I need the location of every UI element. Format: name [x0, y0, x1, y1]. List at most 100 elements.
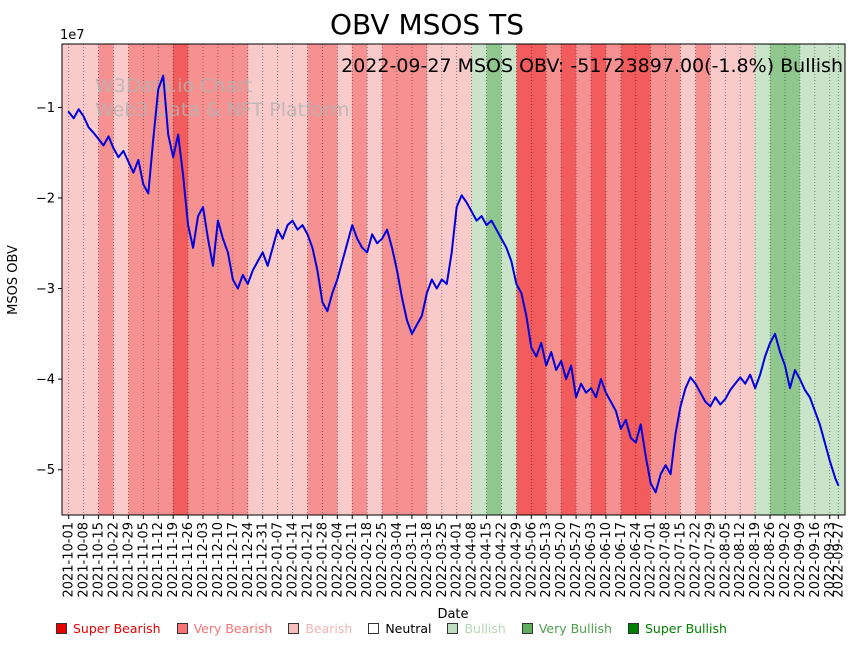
- sentiment-band-bearish: [441, 44, 457, 515]
- watermark-line1: W3Data.io Chart: [95, 75, 252, 97]
- x-tick-label: 2022-01-28: [315, 522, 330, 598]
- sentiment-bands: [62, 44, 845, 515]
- sentiment-band-very_bearish: [158, 44, 174, 515]
- x-tick-label: 2022-02-18: [360, 522, 375, 598]
- x-tick-label: 2022-04-22: [494, 522, 509, 598]
- x-tick-label: 2022-05-20: [554, 522, 569, 598]
- x-tick-label: 2021-12-24: [241, 522, 256, 598]
- x-tick-label: 2022-04-08: [465, 522, 480, 598]
- x-tick-label: 2022-09-09: [793, 522, 808, 598]
- x-tick-label: 2022-07-01: [644, 522, 659, 598]
- sentiment-band-bearish: [456, 44, 472, 515]
- x-tick-label: 2022-07-08: [659, 522, 674, 598]
- sentiment-band-very_bearish: [650, 44, 666, 515]
- x-tick-label: 2022-09-23: [823, 522, 838, 598]
- sentiment-band-bullish: [471, 44, 487, 515]
- x-tick-label: 2022-03-18: [420, 522, 435, 598]
- x-tick-label: 2022-05-06: [524, 522, 539, 598]
- legend-label-neutral: Neutral: [385, 621, 432, 636]
- x-tick-label: 2022-03-11: [405, 522, 420, 598]
- x-tick-label: 2022-09-27: [831, 522, 846, 598]
- sentiment-band-very_bearish: [546, 44, 562, 515]
- sentiment-band-very_bearish: [217, 44, 233, 515]
- sentiment-band-bearish: [725, 44, 741, 515]
- legend-label-super-bearish: Super Bearish: [73, 621, 161, 636]
- legend-item-very-bullish: Very Bullish: [521, 621, 612, 636]
- sentiment-band-super_bearish: [561, 44, 577, 515]
- sentiment-band-super_bearish: [591, 44, 606, 515]
- sentiment-band-super_bearish: [173, 44, 189, 515]
- sentiment-band-bearish: [740, 44, 756, 515]
- x-tick-label: 2022-06-17: [614, 522, 629, 598]
- very-bullish-swatch: [521, 623, 533, 634]
- y-tick-label: −3: [36, 282, 55, 297]
- legend-label-bullish: Bullish: [464, 621, 506, 636]
- obv-line: [67, 74, 840, 494]
- legend-item-very-bearish: Very Bearish: [176, 621, 273, 636]
- x-tick-label: 2022-03-25: [435, 522, 450, 598]
- x-tick-label: 2021-11-12: [151, 522, 166, 598]
- last-point-annotation: 2022-09-27 MSOS OBV: -51723897.00(-1.8%)…: [341, 55, 843, 77]
- sentiment-band-bullish: [755, 44, 771, 515]
- bearish-swatch: [288, 623, 300, 634]
- neutral-swatch: [368, 623, 380, 634]
- sentiment-band-very_bearish: [695, 44, 711, 515]
- watermark-line2: Web3 Data & NFT Platform: [95, 99, 349, 121]
- x-tick-label: 2021-12-10: [211, 522, 226, 598]
- x-tick-label: 2022-04-01: [450, 522, 465, 598]
- sentiment-band-very_bullish: [770, 44, 785, 515]
- sentiment-band-very_bearish: [352, 44, 368, 515]
- legend: Super Bearish Very Bearish Bearish Neutr…: [56, 621, 727, 636]
- x-tick-label: 2022-05-27: [569, 522, 584, 598]
- x-tick-label: 2022-08-12: [733, 522, 748, 598]
- x-tick-label: 2022-02-25: [375, 522, 390, 598]
- sentiment-band-bearish: [262, 44, 278, 515]
- legend-item-bearish: Bearish: [288, 621, 352, 636]
- x-tick-label: 2021-12-03: [196, 522, 211, 598]
- x-tick-label: 2021-10-01: [62, 522, 77, 598]
- sentiment-band-bullish: [501, 44, 517, 515]
- sentiment-band-very_bearish: [203, 44, 218, 515]
- legend-label-very-bearish: Very Bearish: [193, 621, 273, 636]
- sentiment-band-very_bearish: [382, 44, 398, 515]
- sentiment-band-very_bearish: [143, 44, 159, 515]
- y-axis-multiplier: 1e7: [60, 28, 85, 43]
- y-tick-label: −1: [36, 101, 55, 116]
- x-tick-label: 2022-07-29: [703, 522, 718, 598]
- x-tick-label: 2021-10-08: [77, 522, 92, 598]
- super-bullish-swatch: [627, 623, 639, 634]
- x-tick-label: 2022-06-24: [629, 522, 644, 598]
- y-tick-label: −5: [36, 463, 55, 478]
- x-tick-label: 2021-12-17: [226, 522, 241, 598]
- x-tick-label: 2022-01-21: [300, 522, 315, 598]
- sentiment-band-very_bearish: [188, 44, 204, 515]
- x-tick-label: 2022-06-03: [584, 522, 599, 598]
- x-axis-label: Date: [437, 607, 468, 622]
- x-tick-label: 2022-01-14: [286, 522, 301, 598]
- x-tick-label: 2021-11-05: [136, 522, 151, 598]
- x-tick-label: 2022-04-15: [480, 522, 495, 598]
- sentiment-band-bearish: [710, 44, 726, 515]
- x-tick-label: 2022-09-02: [778, 522, 793, 598]
- legend-label-bearish: Bearish: [305, 621, 353, 636]
- x-tick-label: 2022-08-05: [718, 522, 733, 598]
- sentiment-band-very_bearish: [397, 44, 412, 515]
- sentiment-band-bearish: [83, 44, 99, 515]
- legend-item-bullish: Bullish: [447, 621, 506, 636]
- sentiment-band-bullish: [799, 44, 815, 515]
- x-tick-label: 2021-10-29: [121, 522, 136, 598]
- x-tick-label: 2021-11-26: [181, 522, 196, 598]
- sentiment-band-bearish: [426, 44, 442, 515]
- bullish-swatch: [447, 623, 459, 634]
- very-bearish-swatch: [176, 623, 188, 634]
- sentiment-band-very_bearish: [98, 44, 114, 515]
- y-axis-label: MSOS OBV: [6, 245, 21, 315]
- sentiment-band-very_bearish: [322, 44, 338, 515]
- sentiment-band-bearish: [367, 44, 383, 515]
- x-tick-label: 2022-06-10: [599, 522, 614, 598]
- y-tick-label: −2: [36, 191, 55, 206]
- plot-border: [61, 43, 846, 516]
- x-tick-label: 2022-03-04: [390, 522, 405, 598]
- sentiment-band-bearish: [113, 44, 129, 515]
